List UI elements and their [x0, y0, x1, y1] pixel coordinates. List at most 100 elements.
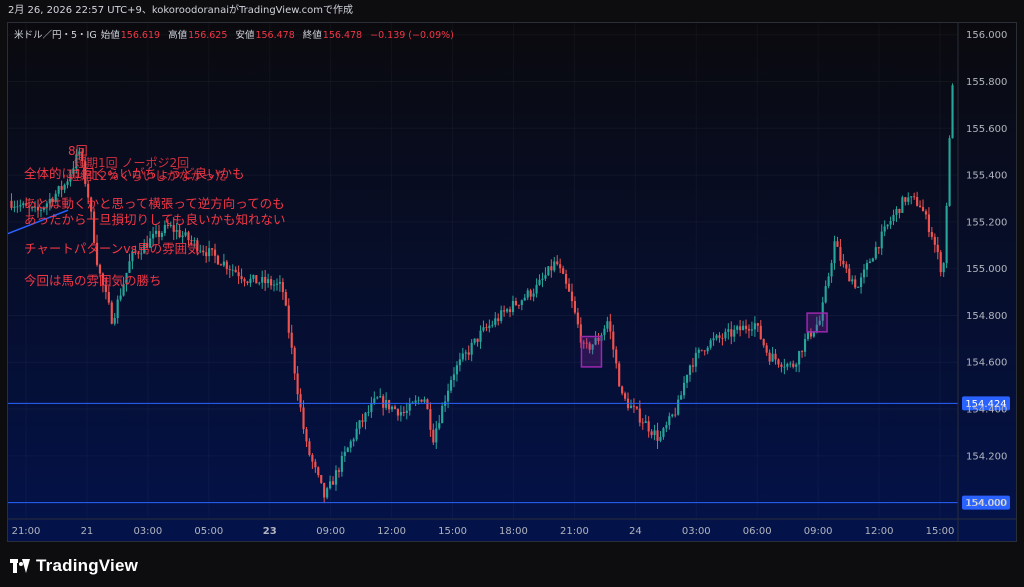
candle-body — [246, 281, 249, 283]
candle-body — [376, 397, 379, 399]
candle-body — [547, 266, 550, 276]
candle-body — [898, 208, 901, 213]
candle-body — [503, 310, 506, 312]
x-tick-label: 21:00 — [560, 526, 589, 537]
candle-body — [205, 252, 208, 257]
annotation-overlap-1[interactable]: 短期1回 ノーポジ2回 — [74, 156, 189, 170]
highlight-box[interactable] — [806, 312, 828, 333]
legend-change: −0.139 (−0.09%) — [370, 30, 454, 41]
candle-body — [877, 247, 880, 249]
candle-body — [747, 328, 751, 331]
candle-body — [712, 338, 715, 341]
candle-body — [786, 363, 789, 367]
brand-name: TradingView — [36, 556, 139, 575]
price-chart[interactable]: 154.424 154.000 8回 短期1回 ノーポジ2回 短縮12%くらいしか… — [8, 23, 1016, 541]
candle-body — [432, 429, 435, 443]
candle-body — [833, 241, 836, 264]
candle-body — [311, 454, 314, 462]
candle-body — [567, 283, 571, 292]
annotation-result[interactable]: 今回は馬の雰囲気の勝ち — [24, 273, 162, 288]
x-tick-label: 06:00 — [743, 526, 772, 537]
candle-body — [491, 324, 494, 326]
candle-body — [520, 300, 523, 306]
annotation-summary[interactable]: 全体的に1回くらいがちょうど良いかも — [24, 166, 244, 181]
annotation-note-1[interactable]: あとは動くかと思って横張って逆方向ってのも — [24, 196, 285, 211]
candle-body — [252, 275, 255, 279]
legend-close-label: 終値 — [302, 30, 322, 41]
candle-body — [119, 295, 122, 300]
candle-body — [792, 363, 795, 367]
candle-body — [396, 408, 399, 416]
candle-body — [420, 399, 423, 402]
candle-body — [308, 441, 311, 455]
x-tick-label: 23 — [263, 526, 277, 537]
candle-body — [933, 236, 936, 245]
annotation-overlap-2[interactable]: 短縮12%くらいしかなかった — [68, 168, 227, 183]
candle-body — [691, 365, 694, 367]
legend-open: 156.619 — [120, 30, 161, 41]
candle-body — [211, 248, 214, 250]
candle-body — [388, 400, 391, 410]
y-tick-label: 154.400 — [966, 405, 1007, 416]
candle-body — [184, 232, 187, 236]
candle-body — [685, 374, 689, 383]
candle-body — [314, 461, 317, 468]
legend-close: 156.478 — [322, 30, 363, 41]
candle-body — [429, 409, 432, 430]
candle-body — [219, 264, 222, 266]
candle-body — [270, 279, 273, 286]
chart-area[interactable]: 154.424 154.000 8回 短期1回 ノーポジ2回 短縮12%くらいしか… — [7, 22, 1017, 542]
candle-body — [895, 208, 898, 215]
candle-body — [665, 425, 668, 429]
candle-body — [143, 243, 146, 254]
candle-body — [13, 206, 16, 208]
candle-body — [553, 261, 556, 271]
y-tick-label: 154.600 — [966, 358, 1007, 369]
annotation-note-2[interactable]: あったから一旦損切りしても良いかも知れない — [24, 212, 286, 227]
candle-body — [588, 343, 591, 350]
candle-body — [337, 470, 340, 472]
candle-body — [886, 224, 889, 227]
candle-body — [668, 416, 671, 426]
candle-body — [258, 282, 261, 284]
candle-body — [803, 339, 807, 352]
candle-body — [715, 335, 718, 339]
candle-body — [222, 261, 225, 266]
candle-body — [402, 412, 405, 414]
candle-body — [603, 328, 606, 336]
candle-body — [166, 225, 169, 227]
horizontal-line-price-label: 154.000 — [965, 498, 1006, 509]
annotation-count[interactable]: 8回 — [68, 144, 88, 158]
candle-body — [532, 293, 535, 297]
candle-body — [272, 284, 276, 286]
candle-body — [10, 200, 13, 208]
candle-body — [609, 321, 612, 332]
candle-body — [190, 240, 193, 242]
candle-body — [629, 405, 633, 409]
candle-body — [169, 225, 172, 227]
annotation-pattern[interactable]: チャートパターンvs馬の雰囲気 — [24, 241, 200, 256]
candle-body — [51, 198, 54, 202]
highlight-box[interactable] — [580, 335, 603, 368]
candle-body — [901, 197, 904, 213]
candle-body — [449, 380, 453, 391]
candle-body — [868, 261, 871, 263]
candle-body — [278, 282, 281, 284]
candle-body — [930, 231, 933, 237]
candle-body — [334, 470, 338, 485]
candle-body — [556, 261, 559, 265]
candle-body — [216, 255, 220, 265]
candle-body — [93, 211, 96, 243]
candle-body — [650, 431, 653, 436]
candle-body — [565, 273, 568, 284]
candle-body — [323, 482, 326, 498]
tradingview-logo[interactable]: TradingView — [10, 554, 138, 578]
candle-body — [90, 197, 93, 212]
trend-line[interactable] — [8, 209, 69, 235]
candle-body — [63, 184, 66, 190]
candle-body — [559, 264, 562, 269]
candle-body — [771, 353, 774, 362]
candle-body — [677, 399, 680, 415]
candle-body — [862, 269, 866, 278]
candle-body — [615, 349, 618, 364]
